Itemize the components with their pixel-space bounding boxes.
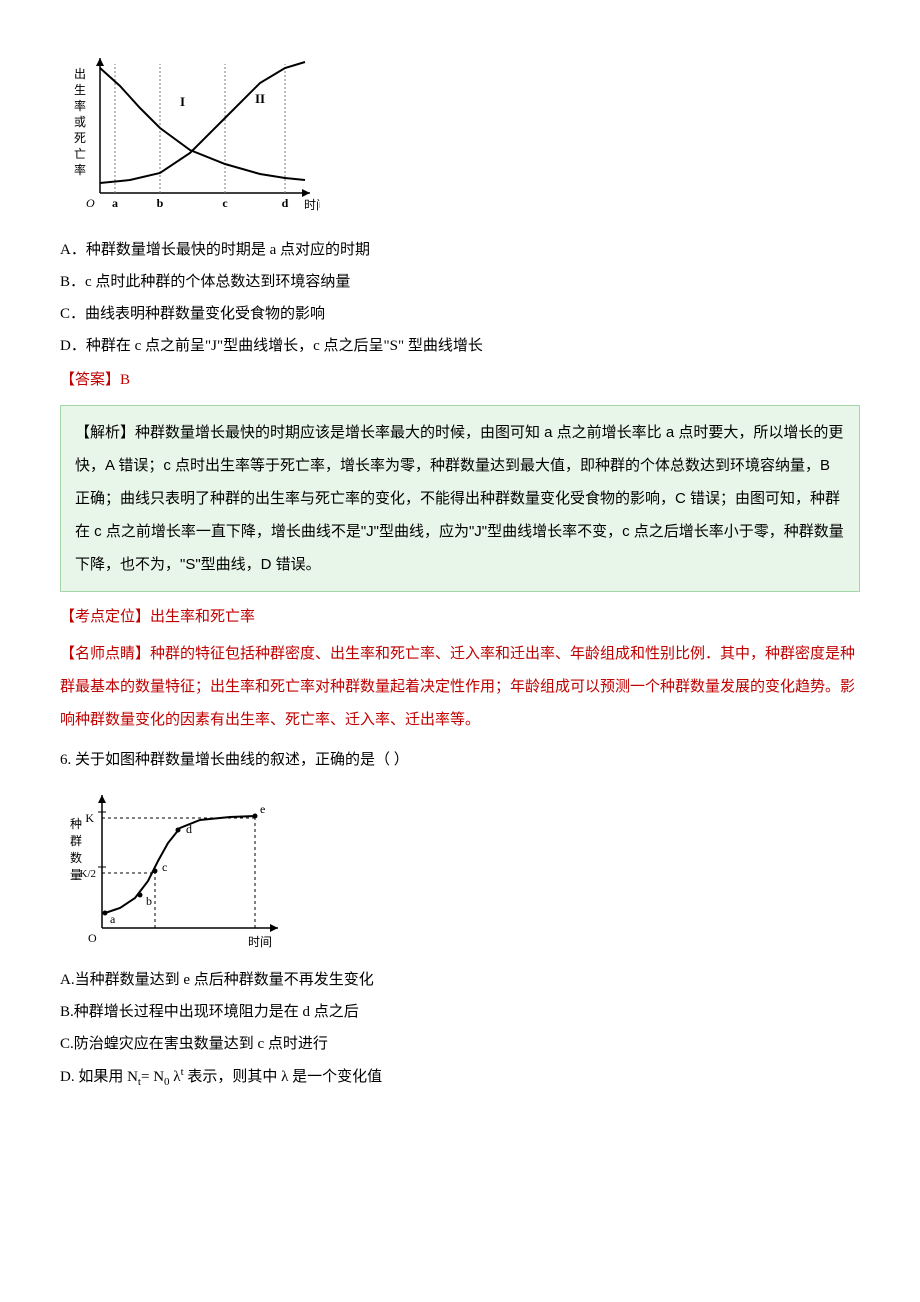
svg-text:率: 率 bbox=[74, 98, 86, 113]
svg-text:O: O bbox=[86, 196, 95, 210]
svg-text:出: 出 bbox=[74, 67, 86, 81]
svg-text:种: 种 bbox=[70, 817, 82, 831]
svg-text:数: 数 bbox=[70, 850, 82, 865]
svg-text:e: e bbox=[260, 802, 265, 816]
svg-text:时间: 时间 bbox=[304, 198, 320, 212]
svg-text:a: a bbox=[110, 912, 116, 926]
q6-option-b: B.种群增长过程中出现环境阻力是在 d 点之后 bbox=[60, 997, 860, 1027]
q6-option-c: C.防治蝗灾应在害虫数量达到 c 点时进行 bbox=[60, 1029, 860, 1059]
svg-text:c: c bbox=[222, 196, 228, 210]
svg-text:d: d bbox=[186, 822, 192, 836]
q5-option-c: C．曲线表明种群数量变化受食物的影响 bbox=[60, 299, 860, 329]
svg-text:d: d bbox=[282, 196, 289, 210]
svg-text:亡: 亡 bbox=[74, 147, 86, 161]
q5-kaodian: 【考点定位】出生率和死亡率 bbox=[60, 602, 860, 632]
q6-stem: 6. 关于如图种群数量增长曲线的叙述，正确的是（ ） bbox=[60, 745, 860, 775]
q5-dianjing: 【名师点睛】种群的特征包括种群密度、出生率和死亡率、迁入率和迁出率、年龄组成和性… bbox=[60, 638, 860, 737]
svg-text:b: b bbox=[157, 196, 164, 210]
q5-chart: 出生率或死亡率时间OabcdIII bbox=[60, 48, 320, 223]
svg-text:O: O bbox=[88, 931, 97, 945]
svg-text:死: 死 bbox=[74, 131, 86, 145]
svg-text:生: 生 bbox=[74, 83, 86, 97]
svg-text:时间: 时间 bbox=[248, 935, 272, 949]
svg-text:率: 率 bbox=[74, 162, 86, 177]
q5-option-a: A．种群数量增长最快的时期是 a 点对应的时期 bbox=[60, 235, 860, 265]
q5-explanation: 【解析】种群数量增长最快的时期应该是增长率最大的时候，由图可知 a 点之前增长率… bbox=[60, 405, 860, 592]
q6-option-d: D. 如果用 Nt= N0 λt 表示，则其中 λ 是一个变化值 bbox=[60, 1061, 860, 1093]
q5-answer: 【答案】B bbox=[60, 365, 860, 395]
svg-text:II: II bbox=[255, 91, 265, 106]
q5-option-d: D．种群在 c 点之前呈"J"型曲线增长，c 点之后呈"S" 型曲线增长 bbox=[60, 331, 860, 361]
svg-text:a: a bbox=[112, 196, 118, 210]
q5-option-b: B．c 点时此种群的个体总数达到环境容纳量 bbox=[60, 267, 860, 297]
svg-text:b: b bbox=[146, 894, 152, 908]
svg-text:或: 或 bbox=[74, 115, 86, 129]
svg-text:c: c bbox=[162, 860, 167, 874]
svg-text:K: K bbox=[85, 811, 94, 825]
q6-option-a: A.当种群数量达到 e 点后种群数量不再发生变化 bbox=[60, 965, 860, 995]
q6-chart: 种群数量时间OKK/2abcde bbox=[60, 783, 290, 953]
svg-text:I: I bbox=[180, 94, 185, 109]
svg-text:K/2: K/2 bbox=[80, 868, 97, 880]
svg-text:群: 群 bbox=[70, 834, 82, 848]
